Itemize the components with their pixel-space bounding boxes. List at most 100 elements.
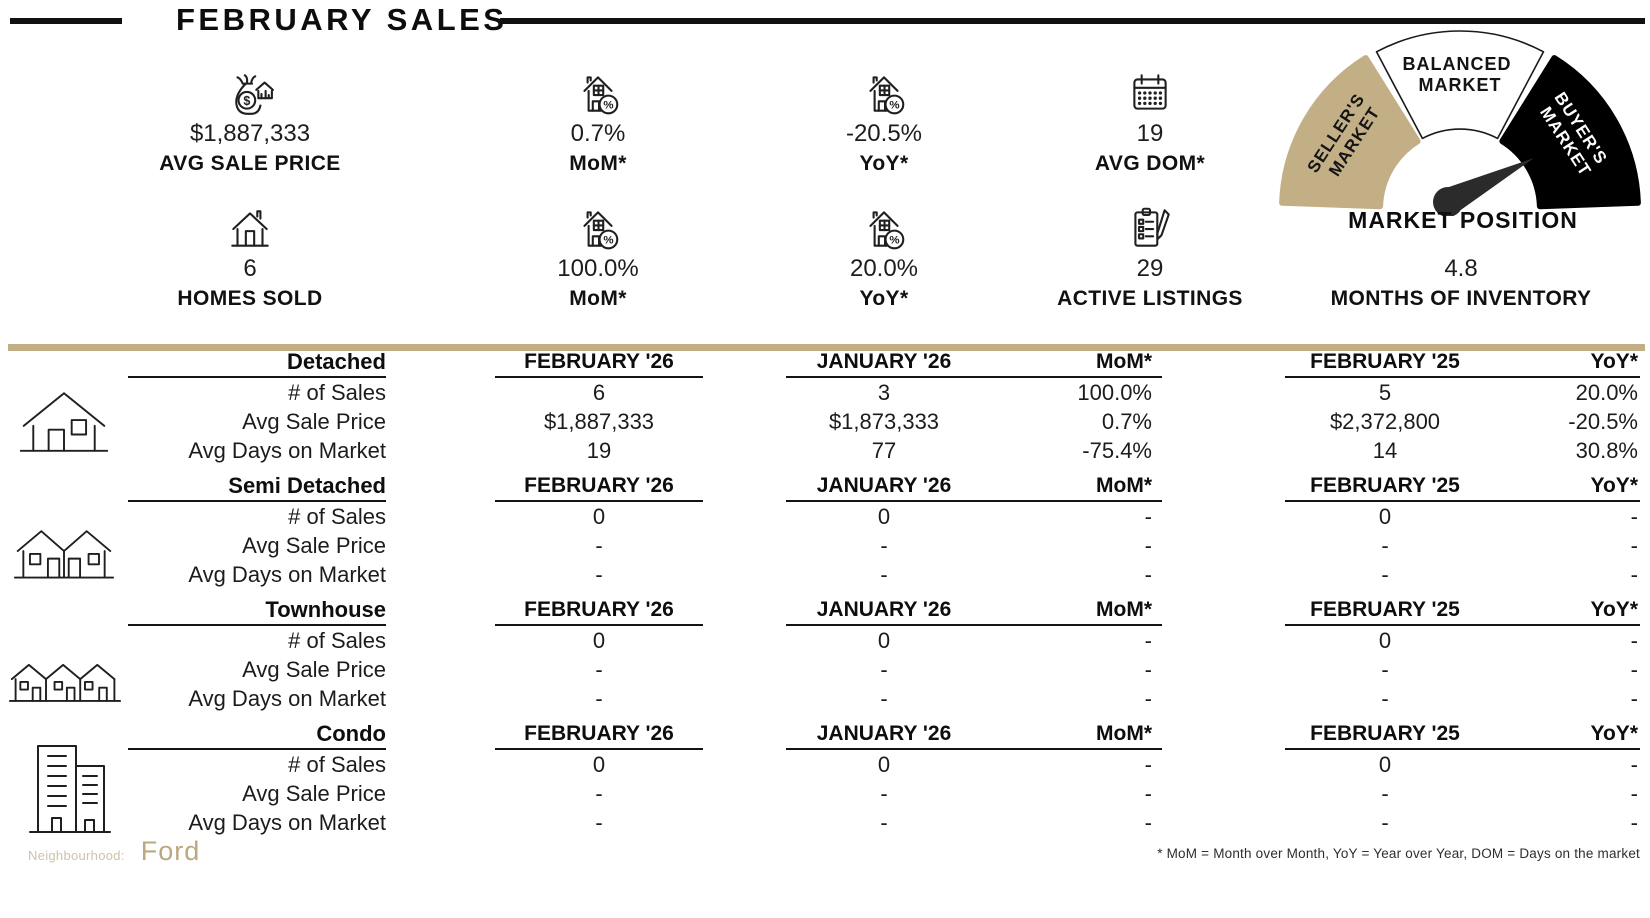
- column-header: FEBRUARY '26: [524, 474, 674, 497]
- table-cell: 30.8%: [1575, 438, 1638, 463]
- neighbourhood-label: Neighbourhood:: [28, 848, 125, 863]
- column-header: FEBRUARY '25: [1310, 722, 1460, 745]
- header-underline: [495, 376, 703, 378]
- stat-months-of-inventory: 4.8 MONTHS OF INVENTORY: [1296, 201, 1626, 313]
- house-percent-icon: %: [433, 66, 763, 118]
- stat-label: YoY*: [859, 152, 909, 175]
- sellers-market-segment: [1279, 55, 1421, 210]
- table-cell: 0: [877, 628, 891, 653]
- row-label: Avg Sale Price: [242, 409, 386, 434]
- table-cell: -: [1381, 562, 1389, 587]
- table-cell: -: [1630, 686, 1638, 711]
- table-cell: -: [1144, 686, 1152, 711]
- table-cell: -: [1144, 533, 1152, 558]
- house-icon: [85, 201, 415, 253]
- stat-value: 19: [1136, 120, 1164, 147]
- stat-value: 29: [1136, 255, 1164, 282]
- svg-text:$: $: [243, 94, 250, 108]
- column-header: JANUARY '26: [816, 474, 952, 497]
- stat-homes-sold: 6 HOMES SOLD: [85, 201, 415, 313]
- clipboard-pencil-icon: [985, 201, 1315, 253]
- table-cell: -: [595, 781, 603, 806]
- neighbourhood: Neighbourhood: Ford: [28, 836, 200, 867]
- column-header: FEBRUARY '25: [1310, 474, 1460, 497]
- table-cell: -: [1630, 533, 1638, 558]
- column-header: JANUARY '26: [816, 598, 952, 621]
- svg-text:%: %: [603, 100, 613, 112]
- column-header: YoY*: [1590, 598, 1638, 621]
- table-cell: -: [880, 562, 888, 587]
- stat-avg-dom-: 19 AVG DOM*: [985, 66, 1315, 178]
- stat-label: MONTHS OF INVENTORY: [1330, 287, 1592, 310]
- table-cell: -20.5%: [1568, 409, 1638, 434]
- table-cell: -: [1381, 657, 1389, 682]
- footnote: * MoM = Month over Month, YoY = Year ove…: [1157, 846, 1640, 861]
- header-rule-left: [10, 18, 122, 24]
- table-cell: 0: [592, 628, 606, 653]
- table-cell: 0: [1378, 752, 1392, 777]
- neighbourhood-value: Ford: [140, 836, 201, 866]
- header-underline: [495, 500, 703, 502]
- table-cell: -: [1144, 628, 1152, 653]
- table-cell: -: [1381, 781, 1389, 806]
- row-label: # of Sales: [288, 504, 386, 529]
- table-cell: -: [1630, 781, 1638, 806]
- stat-value: -20.5%: [845, 120, 923, 147]
- stat-value: $1,887,333: [189, 120, 311, 147]
- row-label: Avg Days on Market: [188, 686, 386, 711]
- svg-text:%: %: [889, 100, 899, 112]
- row-label: Avg Sale Price: [242, 533, 386, 558]
- stat-label: ACTIVE LISTINGS: [1057, 287, 1243, 310]
- table-cell: -: [880, 810, 888, 835]
- table-cell: -75.4%: [1082, 438, 1152, 463]
- table-cell: 0: [1378, 504, 1392, 529]
- page-title: FEBRUARY SALES: [176, 2, 508, 37]
- table-cell: -: [1630, 752, 1638, 777]
- table-cell: -: [1144, 562, 1152, 587]
- header-underline: [495, 624, 703, 626]
- row-label: # of Sales: [288, 380, 386, 405]
- column-header: FEBRUARY '26: [524, 350, 674, 373]
- table-cell: $2,372,800: [1329, 409, 1441, 434]
- stat-label: AVG SALE PRICE: [159, 152, 341, 175]
- table-cell: -: [880, 533, 888, 558]
- table-cell: -: [1144, 504, 1152, 529]
- row-label: # of Sales: [288, 752, 386, 777]
- table-cell: 19: [586, 438, 612, 463]
- column-header: YoY*: [1590, 350, 1638, 373]
- calendar-icon: [985, 66, 1315, 118]
- detached-house-icon: [16, 386, 112, 458]
- buyers-market-segment: [1499, 55, 1641, 210]
- table-cell: 6: [592, 380, 606, 405]
- header-underline: [786, 500, 1162, 502]
- table-cell: $1,873,333: [828, 409, 940, 434]
- table-cell: -: [880, 781, 888, 806]
- table-cell: -: [1381, 686, 1389, 711]
- column-header: MoM*: [1096, 598, 1152, 621]
- column-header: MoM*: [1096, 474, 1152, 497]
- stat-label: MoM*: [569, 152, 627, 175]
- header-underline: [128, 624, 386, 626]
- row-label: Avg Days on Market: [188, 438, 386, 463]
- header-underline: [1285, 376, 1640, 378]
- header-rule-right: [500, 18, 1645, 24]
- header-underline: [786, 376, 1162, 378]
- column-header: JANUARY '26: [816, 350, 952, 373]
- header-underline: [1285, 748, 1640, 750]
- table-cell: -: [1144, 810, 1152, 835]
- column-header: FEBRUARY '26: [524, 598, 674, 621]
- money-bag-house-icon: $: [85, 66, 415, 118]
- stat-active-listings: 29 ACTIVE LISTINGS: [985, 201, 1315, 313]
- table-cell: 77: [871, 438, 897, 463]
- column-header: FEBRUARY '26: [524, 722, 674, 745]
- column-header: JANUARY '26: [816, 722, 952, 745]
- stat-label: AVG DOM*: [1094, 152, 1206, 175]
- row-label: Avg Days on Market: [188, 562, 386, 587]
- header-underline: [128, 500, 386, 502]
- table-cell: 0: [1378, 628, 1392, 653]
- house-percent-icon: %: [719, 201, 1049, 253]
- table-cell: 0: [592, 752, 606, 777]
- table-cell: 3: [877, 380, 891, 405]
- stat-mom-: % 0.7% MoM*: [433, 66, 763, 178]
